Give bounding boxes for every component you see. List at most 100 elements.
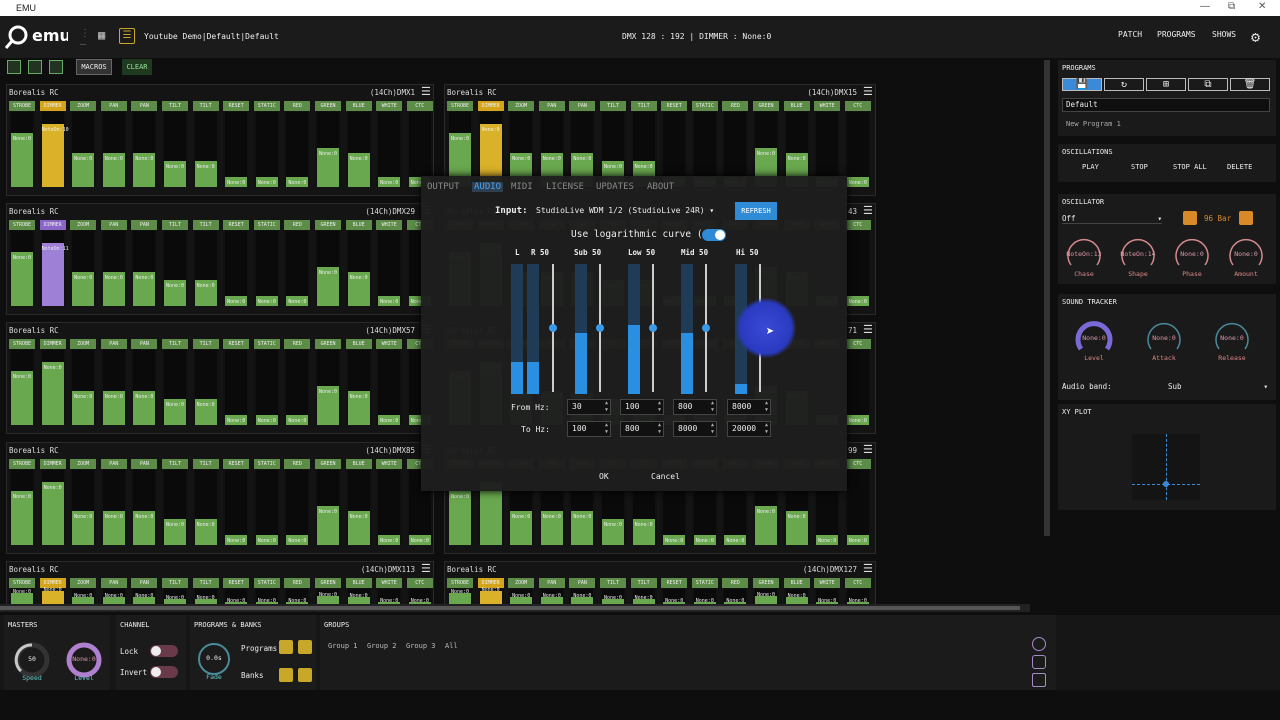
channel-fader[interactable]: ZOOM None:0: [70, 339, 97, 425]
channel-fader[interactable]: ZOOM None:0: [70, 459, 97, 545]
rotary-knob[interactable]: None:0 Level: [1072, 318, 1116, 362]
delete-button[interactable]: DELETE: [1227, 163, 1253, 171]
spinner-icon[interactable]: ▲ ▼: [657, 422, 661, 435]
channel-fader[interactable]: PAN None:0: [538, 101, 565, 187]
channel-fader[interactable]: BLUE None:0: [345, 220, 372, 306]
xy-plot-area[interactable]: [1132, 434, 1200, 500]
spinner-icon[interactable]: ▲ ▼: [710, 400, 714, 413]
group-1[interactable]: Group 1: [328, 642, 358, 650]
nav-patch[interactable]: PATCH: [1118, 30, 1143, 39]
fader-track[interactable]: None:0: [41, 350, 64, 425]
fader-track[interactable]: None:0: [225, 112, 248, 187]
channel-fader[interactable]: TILT None:0: [192, 220, 219, 306]
cancel-button[interactable]: Cancel: [651, 472, 680, 481]
band-slider[interactable]: [596, 264, 604, 392]
network-icon[interactable]: ▦: [98, 28, 106, 42]
fader-track[interactable]: None:0: [255, 350, 278, 425]
group-3[interactable]: Group 3: [406, 642, 436, 650]
channel-fader[interactable]: CTC None:0: [844, 578, 871, 604]
fader-track[interactable]: None:0: [11, 470, 33, 545]
gear-icon[interactable]: ⚙: [1251, 28, 1261, 46]
lock-toggle[interactable]: [150, 645, 178, 657]
group-all[interactable]: All: [445, 642, 458, 650]
fader-track[interactable]: None:0: [225, 589, 248, 604]
fader-track[interactable]: None:0: [133, 589, 156, 604]
zoom-icon[interactable]: [7, 60, 21, 74]
channel-fader[interactable]: GREEN None:0: [315, 459, 341, 545]
channel-fader[interactable]: ZOOM None:0: [508, 578, 535, 604]
tab-updates[interactable]: UPDATES: [596, 182, 634, 192]
channel-fader[interactable]: TILT None:0: [192, 339, 219, 425]
fader-track[interactable]: None:0: [846, 470, 869, 545]
slider-handle[interactable]: [702, 324, 710, 332]
fader-track[interactable]: None:0: [11, 231, 33, 306]
channel-fader[interactable]: RED None:0: [722, 578, 749, 604]
channel-fader[interactable]: RED None:0: [284, 459, 311, 545]
fader-track[interactable]: None:0: [255, 231, 278, 306]
expand-icon[interactable]: [28, 60, 42, 74]
band-slider[interactable]: [702, 264, 710, 392]
fader-track[interactable]: None:0: [317, 589, 339, 604]
menu-icon[interactable]: ☰: [863, 562, 873, 575]
fader-track[interactable]: None:0: [11, 589, 33, 604]
channel-fader[interactable]: ZOOM None:0: [70, 220, 97, 306]
bank-prev-button[interactable]: [279, 668, 293, 682]
spinner-icon[interactable]: ▲ ▼: [710, 422, 714, 435]
fader-track[interactable]: None:0: [164, 112, 186, 187]
fader-track[interactable]: None:0: [41, 587, 64, 604]
spinner-icon[interactable]: ▲ ▼: [764, 400, 768, 413]
fader-track[interactable]: None:0: [11, 350, 33, 425]
to-hz-input[interactable]: 8000 ▲ ▼: [673, 421, 717, 437]
from-hz-input[interactable]: 8000 ▲ ▼: [727, 399, 771, 415]
fader-track[interactable]: None:0: [510, 589, 533, 604]
channel-fader[interactable]: PAN None:0: [131, 459, 158, 545]
band-slider[interactable]: [549, 264, 557, 392]
fader-track[interactable]: None:0: [378, 231, 401, 306]
channel-fader[interactable]: STROBE None:0: [9, 101, 35, 187]
from-hz-input[interactable]: 100 ▲ ▼: [620, 399, 664, 415]
channel-fader[interactable]: ZOOM None:0: [508, 101, 535, 187]
fader-track[interactable]: None:0: [347, 589, 370, 604]
fader-track[interactable]: None:0: [102, 112, 125, 187]
channel-fader[interactable]: TILT None:0: [600, 578, 626, 604]
scroll-thumb[interactable]: [0, 606, 1020, 610]
fader-track[interactable]: None:0: [449, 589, 471, 604]
fader-track[interactable]: None:0: [133, 470, 156, 545]
rotary-knob[interactable]: None:0 Amount: [1224, 234, 1268, 278]
fader-track[interactable]: None:0: [225, 350, 248, 425]
stop-button[interactable]: STOP: [1131, 163, 1148, 171]
fader-track[interactable]: None:0: [755, 589, 777, 604]
fader-track[interactable]: None:0: [347, 350, 370, 425]
fader-track[interactable]: None:0: [408, 112, 431, 187]
channel-fader[interactable]: BLUE None:0: [345, 578, 372, 604]
fader-track[interactable]: None:0: [693, 589, 716, 604]
input-select[interactable]: StudioLive WDM 1/2 (StudioLive 24R) ▾: [536, 206, 714, 215]
fader-track[interactable]: None:0: [255, 589, 278, 604]
channel-fader[interactable]: WHITE None:0: [376, 459, 403, 545]
maximize-icon[interactable]: ⧉: [1228, 1, 1236, 12]
program-name-field[interactable]: Default: [1062, 98, 1270, 112]
fader-track[interactable]: None:0: [378, 112, 401, 187]
fader-track[interactable]: None:0: [286, 589, 309, 604]
play-button[interactable]: PLAY: [1082, 163, 1099, 171]
oscillator-select[interactable]: Off ▾: [1062, 214, 1162, 224]
channel-fader[interactable]: TILT None:0: [192, 459, 219, 545]
fader-track[interactable]: None:0: [133, 350, 156, 425]
from-hz-input[interactable]: 30 ▲ ▼: [567, 399, 611, 415]
fader-track[interactable]: None:0: [724, 589, 747, 604]
channel-fader[interactable]: BLUE None:0: [783, 578, 810, 604]
channel-fader[interactable]: CTC None:0: [844, 339, 871, 425]
spinner-icon[interactable]: ▲ ▼: [764, 422, 768, 435]
minimize-icon[interactable]: —: [1200, 1, 1210, 12]
fader-track[interactable]: None:0: [846, 112, 869, 187]
channel-fader[interactable]: STATIC None:0: [253, 101, 280, 187]
spinner-icon[interactable]: ▲ ▼: [657, 400, 661, 413]
rotary-knob[interactable]: NoteOn:14 Shape: [1116, 234, 1160, 278]
xy-point[interactable]: [1163, 481, 1169, 487]
fader-track[interactable]: None:0: [41, 470, 64, 545]
fader-track[interactable]: None:0: [286, 350, 309, 425]
level-knob[interactable]: None:0 Level: [62, 640, 106, 682]
fader-track[interactable]: None:0: [378, 589, 401, 604]
